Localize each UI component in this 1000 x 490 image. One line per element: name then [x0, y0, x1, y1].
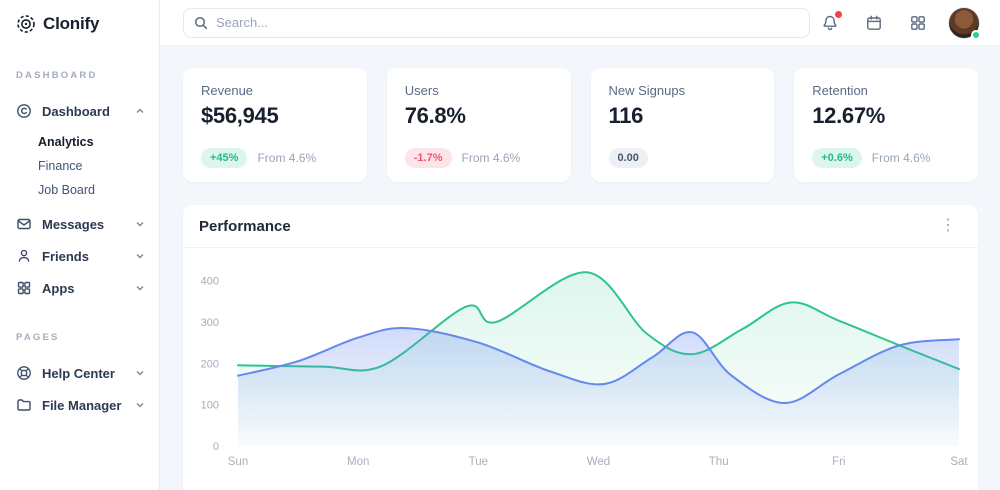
- sidebar-item-label: Apps: [42, 280, 75, 296]
- trend-badge: +0.6%: [812, 148, 862, 168]
- search-input[interactable]: [216, 15, 799, 30]
- status-dot: [971, 29, 981, 40]
- user-menu[interactable]: [948, 6, 981, 40]
- sidebar-item-label: Dashboard: [42, 103, 110, 119]
- sidebar-item-label: Friends: [42, 248, 89, 264]
- stat-card-new-signups: New Signups 116 0.00: [590, 68, 775, 182]
- performance-title: Performance: [199, 217, 291, 235]
- notification-dot: [835, 10, 842, 18]
- kebab-menu-icon[interactable]: ⋮: [940, 217, 956, 234]
- notifications-button[interactable]: [820, 10, 842, 33]
- svg-text:200: 200: [201, 358, 219, 370]
- performance-chart-area: 0 100 200 300 400 Sun Mon Tue Wed Thu Fri Sat: [183, 248, 978, 490]
- apps-launcher-button[interactable]: [908, 13, 928, 33]
- stat-card-retention: Retention 12.67% +0.6% From 4.6%: [794, 68, 978, 182]
- sidebar-section-pages: PAGES: [16, 332, 60, 343]
- main-area: Revenue $56,945 +45% From 4.6% Users 76.…: [160, 0, 1000, 490]
- apps-icon: [17, 281, 31, 295]
- svg-text:Wed: Wed: [587, 456, 610, 468]
- stat-note: From 4.6%: [257, 151, 317, 165]
- sidebar-item-dashboard[interactable]: Dashboard: [0, 95, 159, 127]
- stat-note: From 4.6%: [871, 151, 931, 165]
- svg-text:Sat: Sat: [950, 456, 968, 468]
- stat-value: $56,945: [201, 103, 279, 128]
- sidebar-item-label: File Manager: [42, 397, 122, 413]
- clonify-logo-icon: [16, 14, 36, 34]
- sidebar-subitem-finance[interactable]: Finance: [38, 159, 83, 173]
- sidebar: Clonify DASHBOARD Dashboard Analytics Fi…: [0, 0, 160, 490]
- sidebar-item-label: Help Center: [42, 365, 115, 381]
- stat-label: Retention: [812, 83, 868, 98]
- svg-text:Mon: Mon: [347, 456, 369, 468]
- calendar-button[interactable]: [864, 13, 884, 33]
- stat-value: 12.67%: [812, 103, 886, 128]
- content: Revenue $56,945 +45% From 4.6% Users 76.…: [160, 46, 1000, 490]
- performance-chart: 0 100 200 300 400 Sun Mon Tue Wed Thu Fri Sat: [201, 271, 968, 468]
- svg-text:300: 300: [201, 317, 219, 329]
- calendar-icon: [867, 15, 881, 30]
- svg-text:Fri: Fri: [832, 456, 845, 468]
- trend-badge: 0.00: [608, 148, 648, 168]
- apps-grid-icon: [911, 15, 925, 30]
- search-icon: [194, 16, 208, 29]
- sidebar-item-messages[interactable]: Messages: [0, 208, 159, 240]
- sidebar-section-dashboard: DASHBOARD: [16, 70, 98, 81]
- sidebar-subitem-analytics[interactable]: Analytics: [38, 135, 94, 149]
- folder-icon: [17, 399, 31, 411]
- svg-text:Tue: Tue: [469, 456, 488, 468]
- sidebar-subitem-job-board[interactable]: Job Board: [38, 183, 95, 197]
- stat-label: Revenue: [201, 83, 254, 98]
- messages-icon: [17, 218, 31, 230]
- trend-badge: +45%: [201, 148, 248, 168]
- sidebar-item-label: Messages: [42, 216, 105, 232]
- brand-logo[interactable]: Clonify: [0, 0, 159, 34]
- chevron-down-icon: [136, 285, 144, 291]
- stats-row: Revenue $56,945 +45% From 4.6% Users 76.…: [183, 68, 978, 182]
- brand-name: Clonify: [43, 14, 100, 33]
- bell-icon: [823, 15, 837, 30]
- svg-text:100: 100: [201, 400, 219, 412]
- chevron-down-icon: [136, 402, 144, 408]
- chevron-up-icon: [136, 108, 144, 114]
- svg-text:0: 0: [213, 441, 219, 453]
- topbar-actions: [820, 6, 981, 40]
- search-box[interactable]: [183, 7, 810, 38]
- stat-card-revenue: Revenue $56,945 +45% From 4.6%: [183, 68, 367, 182]
- stat-label: Users: [404, 83, 439, 98]
- performance-header: Performance ⋮: [183, 205, 978, 248]
- performance-card: Performance ⋮ 0 100 200 300 400 Sun Mon Tue Wed T…: [183, 205, 978, 490]
- chevron-down-icon: [136, 221, 144, 227]
- svg-text:Sun: Sun: [228, 456, 248, 468]
- stat-label: New Signups: [608, 83, 686, 98]
- sidebar-item-file-manager[interactable]: File Manager: [0, 389, 159, 421]
- stat-note: From 4.6%: [461, 151, 521, 165]
- dashboard-icon: [17, 104, 31, 118]
- topbar: [160, 0, 1000, 46]
- sidebar-item-help-center[interactable]: Help Center: [0, 357, 159, 389]
- svg-text:Thu: Thu: [709, 456, 729, 468]
- stat-card-users: Users 76.8% -1.7% From 4.6%: [386, 68, 571, 182]
- sidebar-item-apps[interactable]: Apps: [0, 272, 159, 304]
- help-center-icon: [17, 366, 31, 380]
- stat-value: 76.8%: [404, 103, 466, 128]
- chevron-down-icon: [136, 253, 144, 259]
- trend-badge: -1.7%: [404, 148, 452, 168]
- stat-value: 116: [608, 103, 644, 128]
- chevron-down-icon: [136, 370, 144, 376]
- svg-text:400: 400: [201, 276, 219, 288]
- sidebar-item-friends[interactable]: Friends: [0, 240, 159, 272]
- friends-icon: [18, 249, 30, 262]
- sidebar-submenu: Analytics Finance Job Board: [0, 127, 159, 208]
